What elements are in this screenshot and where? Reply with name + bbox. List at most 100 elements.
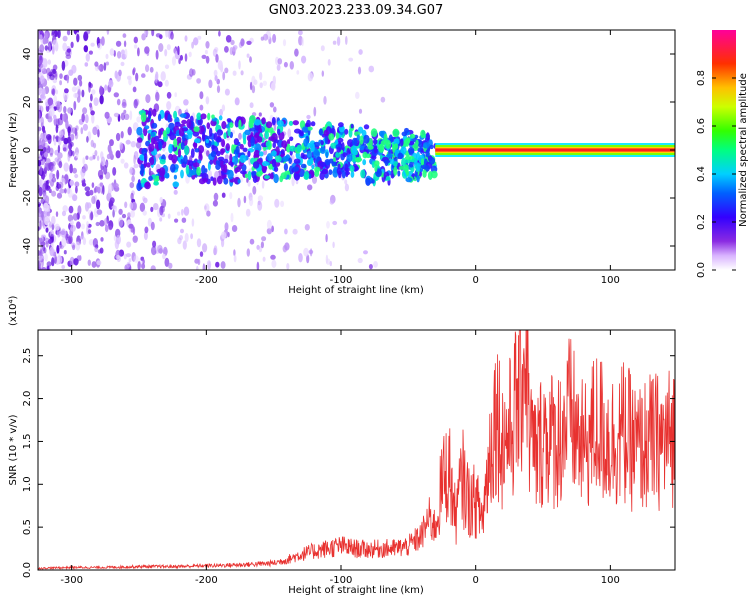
signal-blob (205, 139, 209, 144)
noise-blob (150, 265, 156, 270)
noise-blob (332, 40, 337, 45)
signal-blob (265, 121, 273, 129)
noise-blob (39, 44, 45, 53)
noise-blob (258, 112, 262, 117)
x-tick-label: -100 (330, 575, 353, 586)
noise-blob (113, 183, 119, 189)
noise-blob (336, 36, 341, 46)
signal-blob (229, 153, 233, 163)
noise-blob (174, 218, 179, 223)
noise-blob (125, 139, 131, 145)
noise-blob (129, 202, 134, 210)
signal-blob (153, 135, 160, 142)
noise-blob (109, 48, 115, 56)
signal-blob (292, 120, 299, 126)
noise-blob (197, 35, 202, 40)
y-tick-label: 0.0 (22, 562, 33, 578)
signal-blob (197, 159, 202, 164)
noise-blob (91, 114, 95, 124)
signal-blob (235, 145, 240, 155)
noise-blob (174, 92, 177, 98)
noise-blob (130, 210, 136, 218)
noise-blob (220, 261, 226, 269)
noise-blob (171, 56, 177, 66)
signal-blob (162, 130, 167, 138)
noise-blob (83, 45, 89, 53)
noise-blob (260, 241, 264, 249)
noise-blob (103, 218, 108, 227)
signal-blob (209, 127, 213, 137)
noise-blob (270, 254, 276, 260)
noise-blob (63, 137, 69, 145)
noise-blob (77, 205, 82, 215)
signal-blob (254, 119, 261, 126)
signal-blob (319, 128, 323, 136)
noise-blob (79, 255, 82, 261)
noise-blob (219, 108, 224, 117)
signal-blob (179, 113, 187, 118)
noise-blob (89, 156, 94, 161)
signal-blob (380, 140, 386, 146)
signal-blob (218, 115, 223, 121)
signal-blob (145, 140, 151, 147)
signal-blob (266, 153, 273, 162)
signal-blob (404, 138, 411, 145)
signal-blob (385, 139, 392, 149)
noise-blob (128, 223, 134, 229)
noise-blob (298, 30, 303, 36)
noise-blob (326, 221, 330, 229)
noise-blob (39, 165, 43, 176)
noise-blob (99, 247, 104, 254)
noise-blob (109, 139, 114, 147)
noise-blob (261, 180, 265, 189)
noise-blob (308, 249, 314, 255)
noise-blob (57, 117, 64, 126)
noise-blob (69, 179, 74, 186)
signal-blob (157, 113, 162, 122)
signal-blob (163, 172, 170, 179)
noise-blob (79, 79, 83, 87)
signal-blob (283, 163, 288, 172)
noise-blob (106, 30, 110, 35)
signal-blob (408, 147, 415, 155)
noise-blob (72, 167, 77, 174)
noise-blob (133, 154, 136, 165)
noise-blob (251, 75, 256, 86)
signal-blob (252, 175, 258, 183)
noise-blob (90, 93, 93, 102)
noise-blob (165, 30, 169, 38)
noise-blob (95, 221, 100, 227)
noise-blob (301, 37, 304, 47)
noise-blob (208, 79, 213, 89)
signal-blob (196, 112, 202, 121)
noise-blob (103, 164, 108, 175)
noise-blob (39, 54, 42, 61)
noise-blob (46, 134, 52, 140)
noise-blob (86, 136, 89, 143)
noise-blob (231, 225, 238, 232)
noise-blob (51, 257, 55, 267)
signal-blob (386, 153, 393, 158)
noise-blob (50, 233, 54, 240)
noise-blob (73, 100, 77, 111)
noise-blob (47, 97, 54, 106)
signal-blob (271, 116, 276, 126)
signal-blob (264, 130, 269, 140)
signal-blob (324, 159, 331, 166)
noise-blob (123, 109, 127, 114)
noise-blob (155, 71, 159, 81)
noise-blob (118, 208, 123, 215)
spectrogram-x-ticks: -300 -200 -100 0 100 (60, 30, 620, 286)
signal-blob (363, 134, 370, 144)
signal-blob (181, 119, 188, 125)
y-tick-label: 2.0 (22, 391, 33, 407)
noise-blob (259, 82, 263, 89)
noise-blob (68, 132, 71, 138)
noise-blob (151, 246, 157, 256)
signal-blob (170, 163, 176, 173)
noise-blob (119, 142, 123, 151)
noise-blob (306, 254, 310, 264)
signal-blob (168, 122, 175, 131)
signal-blob (282, 156, 290, 162)
signal-blob (242, 147, 248, 152)
